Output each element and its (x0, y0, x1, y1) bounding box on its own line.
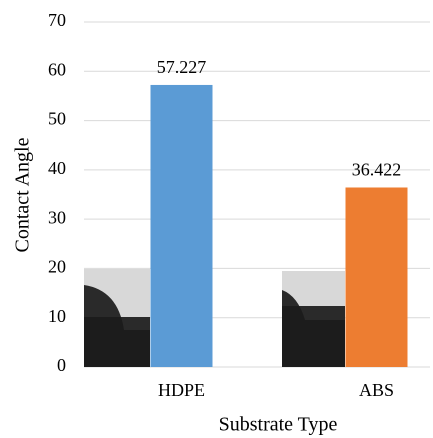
y-tick-label: 10 (48, 306, 66, 326)
y-tick-label: 30 (48, 207, 66, 227)
chart: Substrate Type Contact Angle 0 10 20 30 40 50… (0, 0, 433, 438)
y-tick-label: 60 (48, 59, 66, 79)
data-label: 57.227 (157, 57, 207, 77)
y-tick-label: 70 (48, 10, 66, 30)
data-label: 36.422 (352, 160, 402, 180)
bar (151, 85, 213, 367)
y-tick-label: 50 (48, 109, 66, 129)
y-axis-label: Contact Angle (12, 137, 34, 252)
y-tick-label: 0 (57, 355, 66, 375)
x-tick-label: ABS (359, 380, 394, 400)
y-tick-label: 40 (48, 158, 66, 178)
x-tick-label: HDPE (158, 380, 205, 400)
x-axis-label: Substrate Type (219, 414, 338, 436)
bar (346, 187, 408, 367)
y-tick-label: 20 (48, 257, 66, 277)
